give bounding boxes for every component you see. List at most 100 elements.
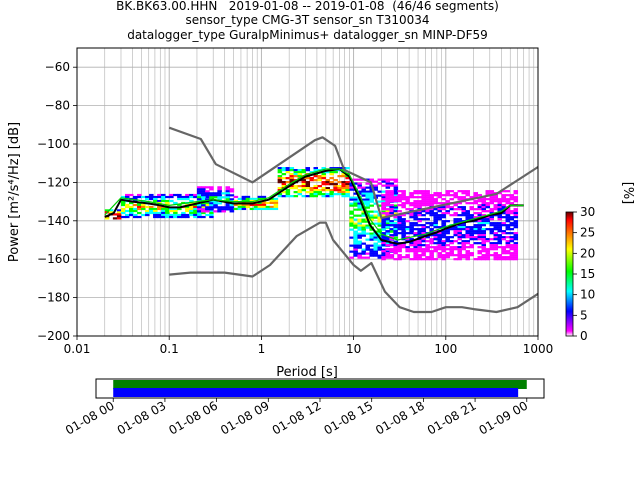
density-cell [133, 203, 138, 207]
density-cell [449, 250, 454, 253]
density-cell [373, 254, 379, 257]
density-cell [481, 210, 487, 213]
density-cell [417, 244, 422, 247]
density-cell [509, 256, 515, 259]
density-cell [257, 205, 263, 209]
density-cell [409, 196, 414, 199]
density-cell [397, 204, 402, 207]
density-cell [201, 208, 206, 211]
density-cell [493, 242, 499, 245]
density-cell [185, 197, 190, 201]
density-cell [417, 212, 422, 215]
density-cell [221, 196, 226, 199]
density-cell [417, 228, 422, 231]
density-cell [429, 200, 434, 203]
density-cell [501, 246, 507, 249]
density-cell [393, 252, 398, 255]
density-cell [277, 195, 283, 198]
density-cell [389, 208, 394, 211]
density-cell [104, 217, 110, 220]
density-cell [381, 206, 386, 209]
density-cell [397, 226, 402, 229]
density-cell [189, 213, 194, 217]
density-cell [505, 190, 511, 193]
density-cell [453, 218, 458, 221]
density-cell [353, 248, 358, 251]
density-cell [353, 254, 358, 257]
density-cell [189, 211, 194, 215]
density-cell [209, 209, 214, 213]
density-cell [385, 244, 390, 247]
density-cell [373, 216, 379, 219]
density-cell [377, 178, 383, 181]
density-cell [421, 248, 426, 251]
density-cell [177, 193, 182, 197]
curves [104, 126, 538, 314]
density-cell [341, 185, 346, 188]
density-heatmap [104, 167, 519, 261]
density-cell [201, 210, 206, 213]
density-cell [293, 185, 299, 188]
density-cell [385, 222, 391, 225]
density-cell [509, 238, 515, 241]
density-cell [405, 228, 410, 231]
density-cell [345, 181, 350, 184]
x-tick-label: 0.01 [64, 342, 91, 356]
density-cell [124, 209, 130, 213]
density-cell [165, 211, 170, 215]
density-cell [337, 191, 342, 194]
density-cell [433, 222, 438, 225]
density-cell [365, 192, 370, 195]
density-cell [513, 236, 519, 239]
density-cell [509, 222, 515, 225]
density-cell [345, 187, 350, 190]
density-cell [509, 244, 515, 247]
density-cell [405, 236, 410, 239]
density-cell [377, 246, 383, 249]
density-cell [449, 206, 454, 209]
density-cell [413, 234, 418, 237]
density-cell [189, 201, 194, 205]
density-cell [345, 189, 350, 192]
curve-nlnm [169, 221, 538, 314]
density-cell [341, 187, 346, 190]
density-cell [349, 218, 354, 221]
density-cell [461, 192, 466, 195]
density-cell [485, 222, 491, 225]
density-cell [313, 189, 318, 192]
density-cell [465, 190, 470, 193]
density-cell [289, 173, 295, 176]
density-cell [153, 199, 158, 203]
density-cell [405, 250, 410, 253]
density-cell [437, 226, 442, 229]
density-cell [377, 240, 383, 243]
density-cell [209, 215, 214, 219]
density-cell [196, 194, 202, 197]
density-cell [265, 205, 271, 209]
density-cell [465, 258, 470, 261]
density-cell [505, 242, 511, 245]
density-cell [461, 206, 466, 209]
density-cell [413, 212, 418, 215]
density-cell [145, 211, 150, 215]
density-cell [417, 218, 422, 221]
density-cell [385, 242, 391, 245]
density-cell [381, 252, 387, 255]
density-cell [397, 200, 402, 203]
density-cell [493, 226, 499, 229]
density-cell [485, 206, 491, 209]
density-cell [361, 194, 366, 197]
density-cell [481, 204, 487, 207]
density-cell [417, 240, 422, 243]
density-cell [445, 238, 450, 241]
density-cell [405, 220, 410, 223]
density-cell [385, 214, 390, 217]
density-cell [341, 181, 346, 184]
density-cell [333, 171, 338, 174]
density-cell [353, 238, 358, 241]
density-cell [381, 210, 387, 213]
density-cell [361, 190, 366, 193]
density-cell [185, 193, 190, 197]
density-cell [465, 252, 470, 255]
density-cell [313, 175, 318, 178]
